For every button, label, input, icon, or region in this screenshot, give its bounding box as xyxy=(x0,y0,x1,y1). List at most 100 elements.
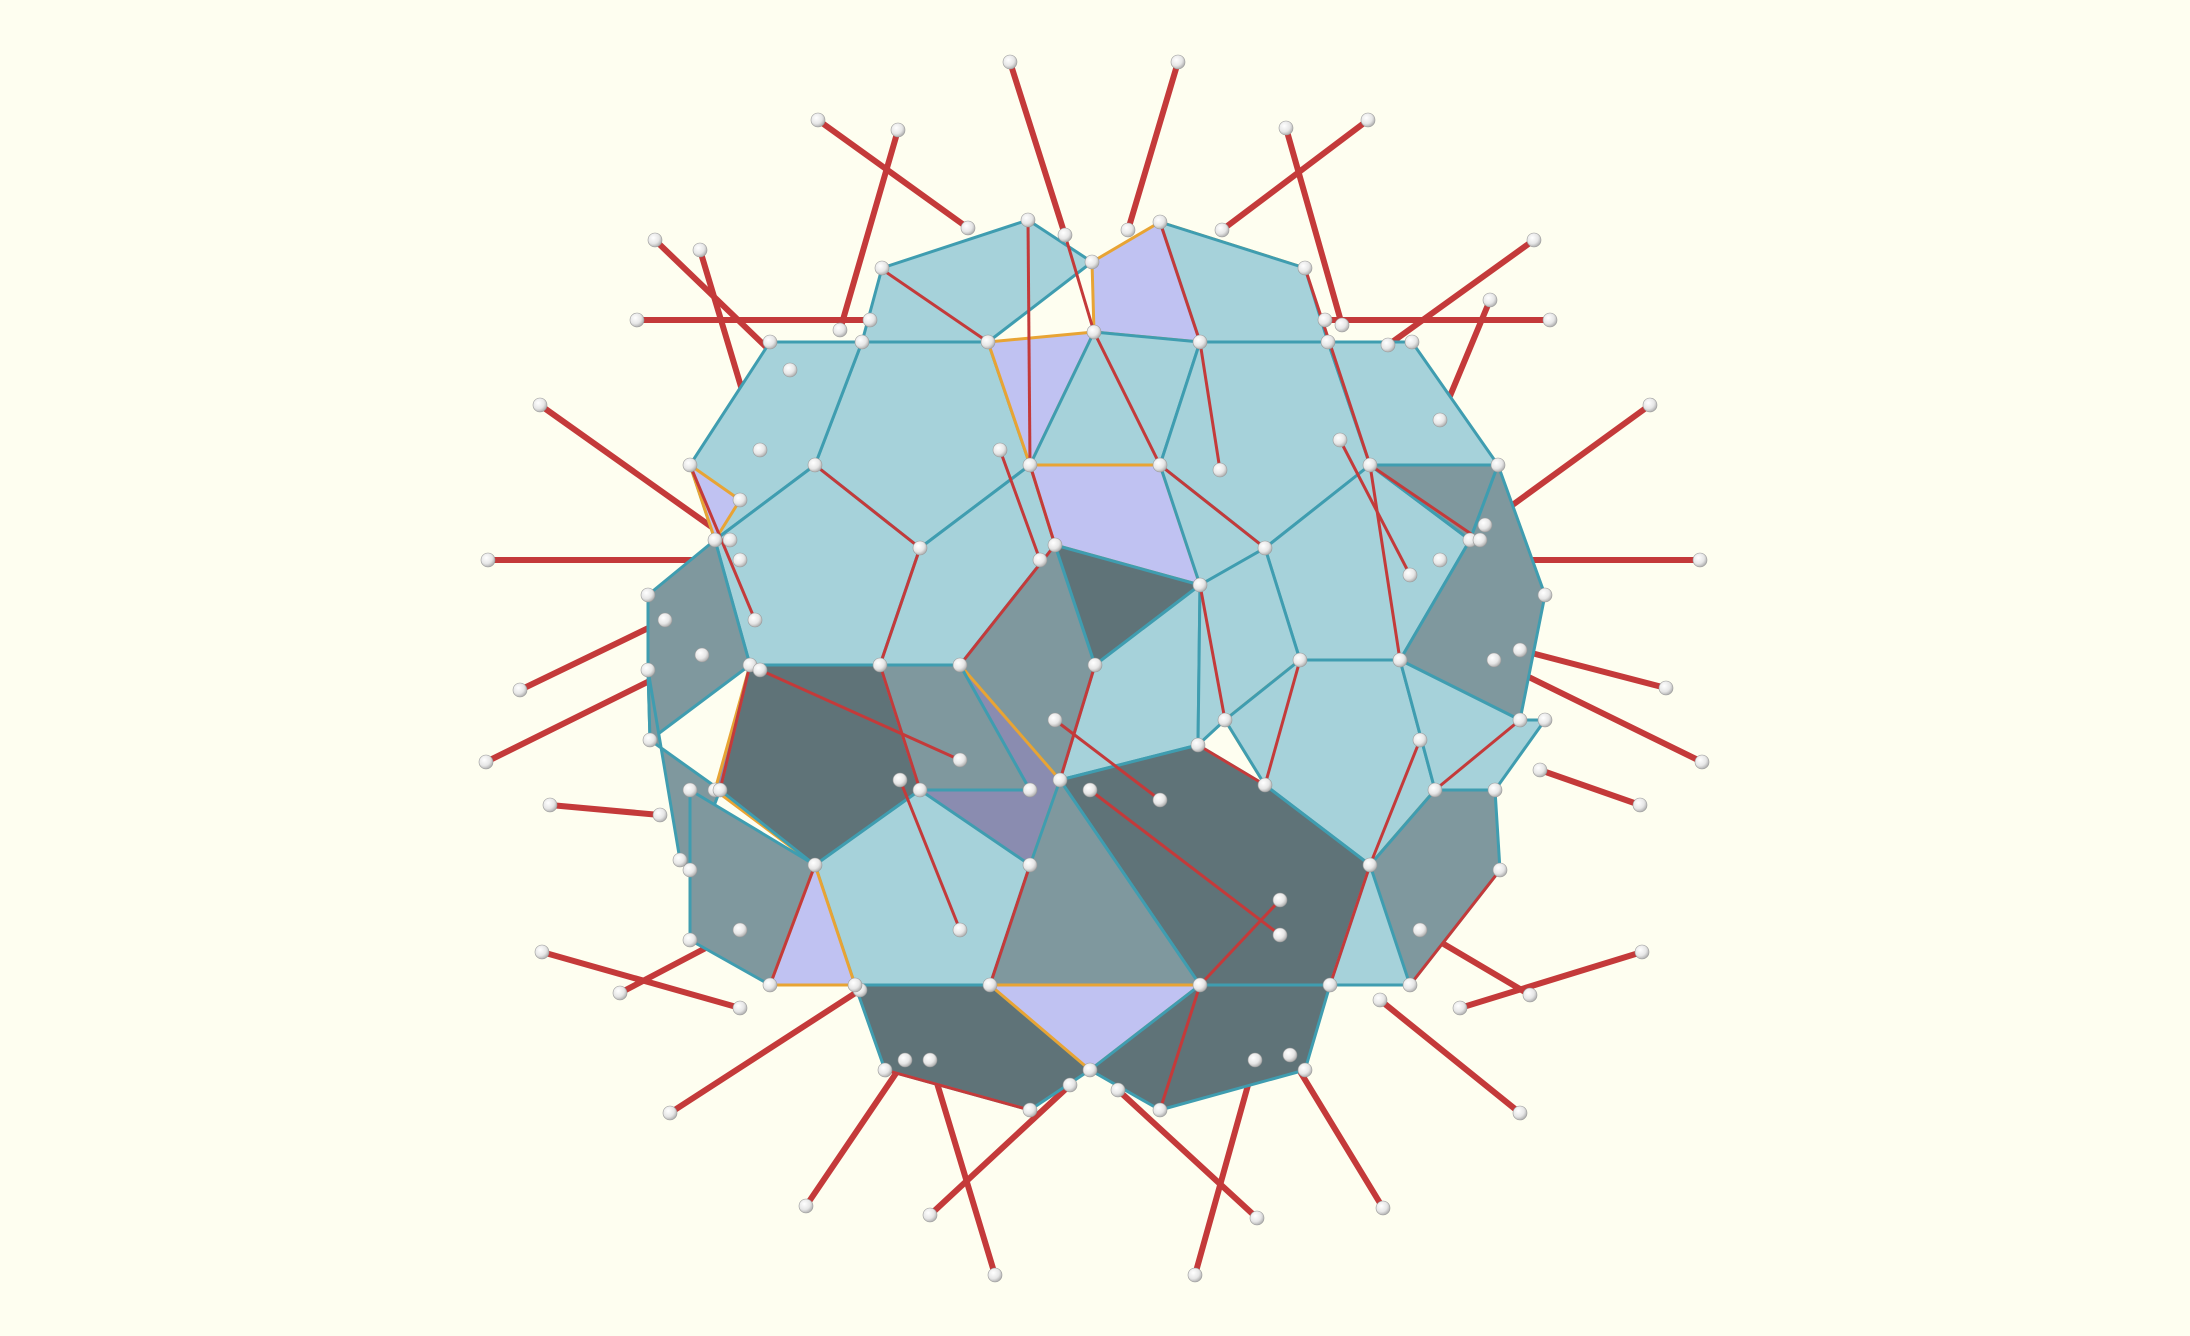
inner-rod xyxy=(768,864,817,986)
ball-joint xyxy=(1317,312,1333,328)
ball-joint xyxy=(1526,232,1542,248)
inner-rod xyxy=(988,864,1032,986)
ball-joint-layer xyxy=(478,54,1710,1283)
inner-rod xyxy=(1198,341,1222,471)
rod xyxy=(927,1057,998,1278)
ball-joint xyxy=(832,322,848,338)
ball-joint xyxy=(1087,657,1103,673)
ball-joint xyxy=(707,532,723,548)
ball-joint xyxy=(1372,992,1388,1008)
inner-rod xyxy=(884,1068,1031,1112)
ball-joint xyxy=(1375,1200,1391,1216)
rod xyxy=(1385,237,1537,348)
ball-joint xyxy=(1217,712,1233,728)
ball-joint xyxy=(722,532,738,548)
inner-rod xyxy=(1434,718,1521,792)
rod xyxy=(1192,1057,1258,1278)
ball-joint xyxy=(1190,737,1206,753)
cyan-face xyxy=(1088,983,1332,1112)
ball-joint xyxy=(952,922,968,938)
ball-joint xyxy=(732,1000,748,1016)
ball-joint xyxy=(1152,214,1168,230)
ball-joint xyxy=(960,220,976,236)
ball-joint xyxy=(1427,782,1443,798)
face-layer xyxy=(646,218,1547,1112)
ball-joint xyxy=(1532,762,1548,778)
ball-joint xyxy=(1402,977,1418,993)
ball-joint xyxy=(1022,457,1038,473)
inner-rod xyxy=(1198,584,1227,721)
inner-rod xyxy=(1089,788,1281,937)
ball-joint xyxy=(1512,712,1528,728)
rod xyxy=(837,127,901,333)
ball-joint xyxy=(1120,222,1136,238)
inner-rod xyxy=(1197,743,1266,787)
ball-joint xyxy=(982,977,998,993)
ball-joint xyxy=(1052,772,1068,788)
ball-joint xyxy=(1152,1102,1168,1118)
ball-joint xyxy=(1170,54,1186,70)
ball-joint xyxy=(1192,577,1208,593)
ball-joint xyxy=(1057,227,1073,243)
rod xyxy=(547,802,663,818)
ball-joint xyxy=(1492,862,1508,878)
ball-joint xyxy=(1432,412,1448,428)
ball-joint xyxy=(640,587,656,603)
ball-joint xyxy=(1022,1102,1038,1118)
ball-joint xyxy=(1320,334,1336,350)
ball-joint xyxy=(782,362,798,378)
ball-joint xyxy=(1247,1052,1263,1068)
ball-joint xyxy=(1192,334,1208,350)
ball-joint xyxy=(1542,312,1558,328)
rod xyxy=(517,617,668,693)
lavender-face xyxy=(688,463,742,542)
inner-rod xyxy=(898,779,962,931)
ball-joint xyxy=(1297,1062,1313,1078)
cyan-face xyxy=(860,218,1094,344)
cyan-face xyxy=(646,538,752,742)
ball-joint xyxy=(952,657,968,673)
ball-joint xyxy=(1022,857,1038,873)
ball-joint xyxy=(1694,754,1710,770)
ball-joint xyxy=(1452,1000,1468,1016)
ball-joint xyxy=(1412,732,1428,748)
ball-joint xyxy=(662,1105,678,1121)
ball-joint xyxy=(1047,537,1063,553)
rod xyxy=(1457,949,1645,1011)
ball-joint xyxy=(694,647,710,663)
ball-joint xyxy=(798,1198,814,1214)
ball-joint xyxy=(1257,540,1273,556)
ball-joint xyxy=(912,782,928,798)
ball-joint xyxy=(1658,680,1674,696)
ball-joint xyxy=(1152,457,1168,473)
ball-joint xyxy=(1022,782,1038,798)
ball-joint xyxy=(862,312,878,328)
ball-joint xyxy=(1187,1267,1203,1283)
ball-joint xyxy=(534,944,550,960)
ball-joint xyxy=(1412,922,1428,938)
inner-rod xyxy=(1368,739,1422,866)
ball-joint xyxy=(682,782,698,798)
ball-joint xyxy=(480,552,496,568)
ball-joint xyxy=(1490,457,1506,473)
ball-joint xyxy=(1404,334,1420,350)
ball-joint xyxy=(1257,777,1273,793)
inner-rod xyxy=(878,547,922,666)
ball-joint xyxy=(657,612,673,628)
ball-joint xyxy=(682,932,698,948)
ball-joint xyxy=(732,552,748,568)
ball-joint xyxy=(1487,782,1503,798)
inner-rod xyxy=(1303,267,1372,466)
rod xyxy=(1377,997,1523,1116)
ball-joint xyxy=(1212,462,1228,478)
ball-joint xyxy=(1282,1047,1298,1063)
ball-joint xyxy=(1692,552,1708,568)
ball-joint xyxy=(732,492,748,508)
inner-rod xyxy=(1338,439,1412,576)
inner-rod xyxy=(1198,898,1282,987)
ball-joint xyxy=(1082,782,1098,798)
ball-joint xyxy=(1432,552,1448,568)
inner-rod xyxy=(878,664,922,791)
ball-joint xyxy=(642,732,658,748)
